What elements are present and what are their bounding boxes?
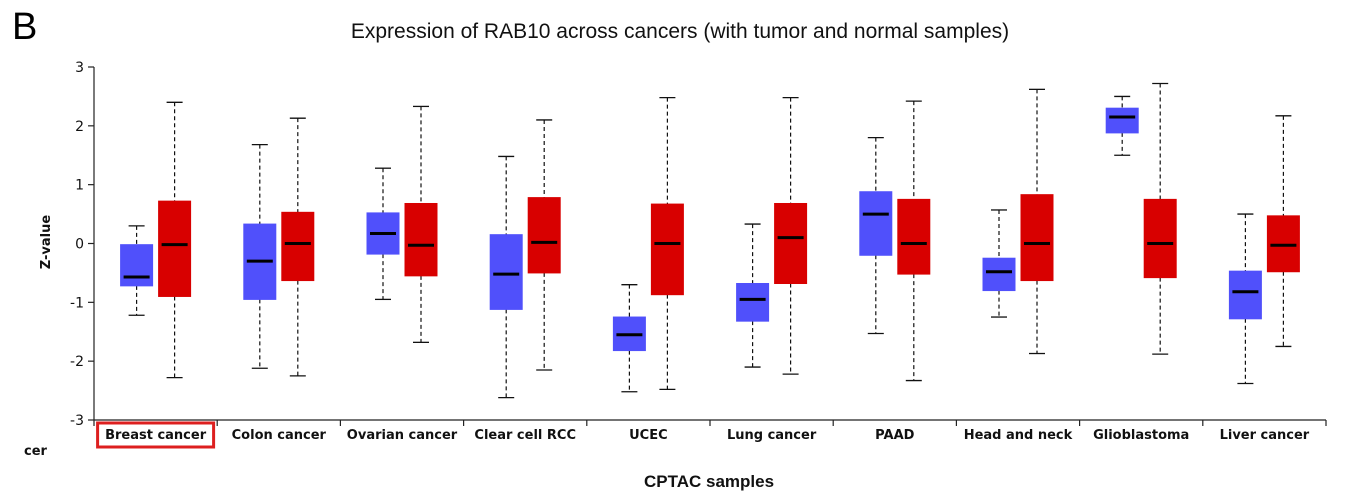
category-label-lung-cancer: Lung cancer <box>727 428 817 443</box>
box-tumor-glioblastoma <box>1143 82 1177 355</box>
iqr-box <box>859 191 893 256</box>
box-tumor-breast-cancer <box>158 101 192 379</box>
box-normal-breast-cancer <box>120 225 154 316</box>
category-label-paad: PAAD <box>875 428 914 443</box>
box-normal-lung-cancer <box>736 223 770 368</box>
box-tumor-colon-cancer <box>281 117 315 377</box>
y-tick-label: 1 <box>75 178 84 194</box>
iqr-box <box>736 283 770 322</box>
box-normal-glioblastoma <box>1105 95 1139 156</box>
box-normal-ovarian-cancer <box>366 167 400 301</box>
y-tick-label: 2 <box>75 119 84 135</box>
highlight-box <box>96 421 216 449</box>
category-labels: Breast cancer Colon cancer Ovarian cancer C… <box>96 421 1310 449</box>
category-label-head-and-neck: Head and neck <box>964 428 1073 443</box>
box-normal-colon-cancer <box>243 144 277 369</box>
axes: 3 2 1 0 -1 -2 -3 <box>70 60 1327 429</box>
box-tumor-lung-cancer <box>774 96 808 375</box>
box-normal-ucec <box>612 284 646 393</box>
iqr-box <box>489 234 523 310</box>
x-axis-title: CPTAC samples <box>644 472 774 491</box>
box-tumor-head-and-neck <box>1020 88 1054 355</box>
y-axis-title: Z-value <box>39 215 54 270</box>
iqr-box <box>281 211 315 282</box>
category-label-liver-cancer: Liver cancer <box>1220 428 1310 443</box>
y-tick-label: -3 <box>70 413 84 429</box>
iqr-box <box>650 203 684 296</box>
y-tick-label: -2 <box>70 354 84 370</box>
category-label-glioblastoma: Glioblastoma <box>1093 428 1189 443</box>
category-label-colon-cancer: Colon cancer <box>232 428 327 443</box>
category-label-ucec: UCEC <box>629 428 668 443</box>
box-tumor-ovarian-cancer <box>404 105 438 343</box>
box-tumor-ucec <box>650 96 684 391</box>
y-tick-label: 0 <box>75 237 84 253</box>
iqr-box <box>774 202 808 285</box>
box-normal-clear-cell-rcc <box>489 155 523 399</box>
box-tumor-paad <box>897 100 931 382</box>
iqr-box <box>1143 198 1177 279</box>
iqr-box <box>982 257 1016 292</box>
iqr-box <box>527 197 561 274</box>
box-normal-paad <box>859 136 893 335</box>
iqr-box <box>1228 270 1262 320</box>
cropped-text-fragment: cer <box>24 444 47 459</box>
chart-title: Expression of RAB10 across cancers (with… <box>350 20 1010 43</box>
category-label-ovarian-cancer: Ovarian cancer <box>347 428 458 443</box>
iqr-box <box>1020 194 1054 282</box>
iqr-box <box>897 198 931 275</box>
iqr-box <box>158 200 192 297</box>
panel-label: B <box>12 6 38 48</box>
category-label-breast-cancer: Breast cancer <box>105 428 207 443</box>
iqr-box <box>1105 107 1139 134</box>
iqr-box <box>120 244 154 287</box>
y-tick-label: -1 <box>70 295 84 311</box>
y-tick-label: 3 <box>75 60 84 76</box>
box-tumor-clear-cell-rcc <box>527 119 561 371</box>
box-normal-head-and-neck <box>982 209 1016 318</box>
box-tumor-liver-cancer <box>1266 115 1300 348</box>
category-label-clear-cell-rcc: Clear cell RCC <box>474 428 576 443</box>
box-normal-liver-cancer <box>1228 213 1262 385</box>
iqr-box <box>404 202 438 277</box>
boxes <box>120 82 1300 399</box>
